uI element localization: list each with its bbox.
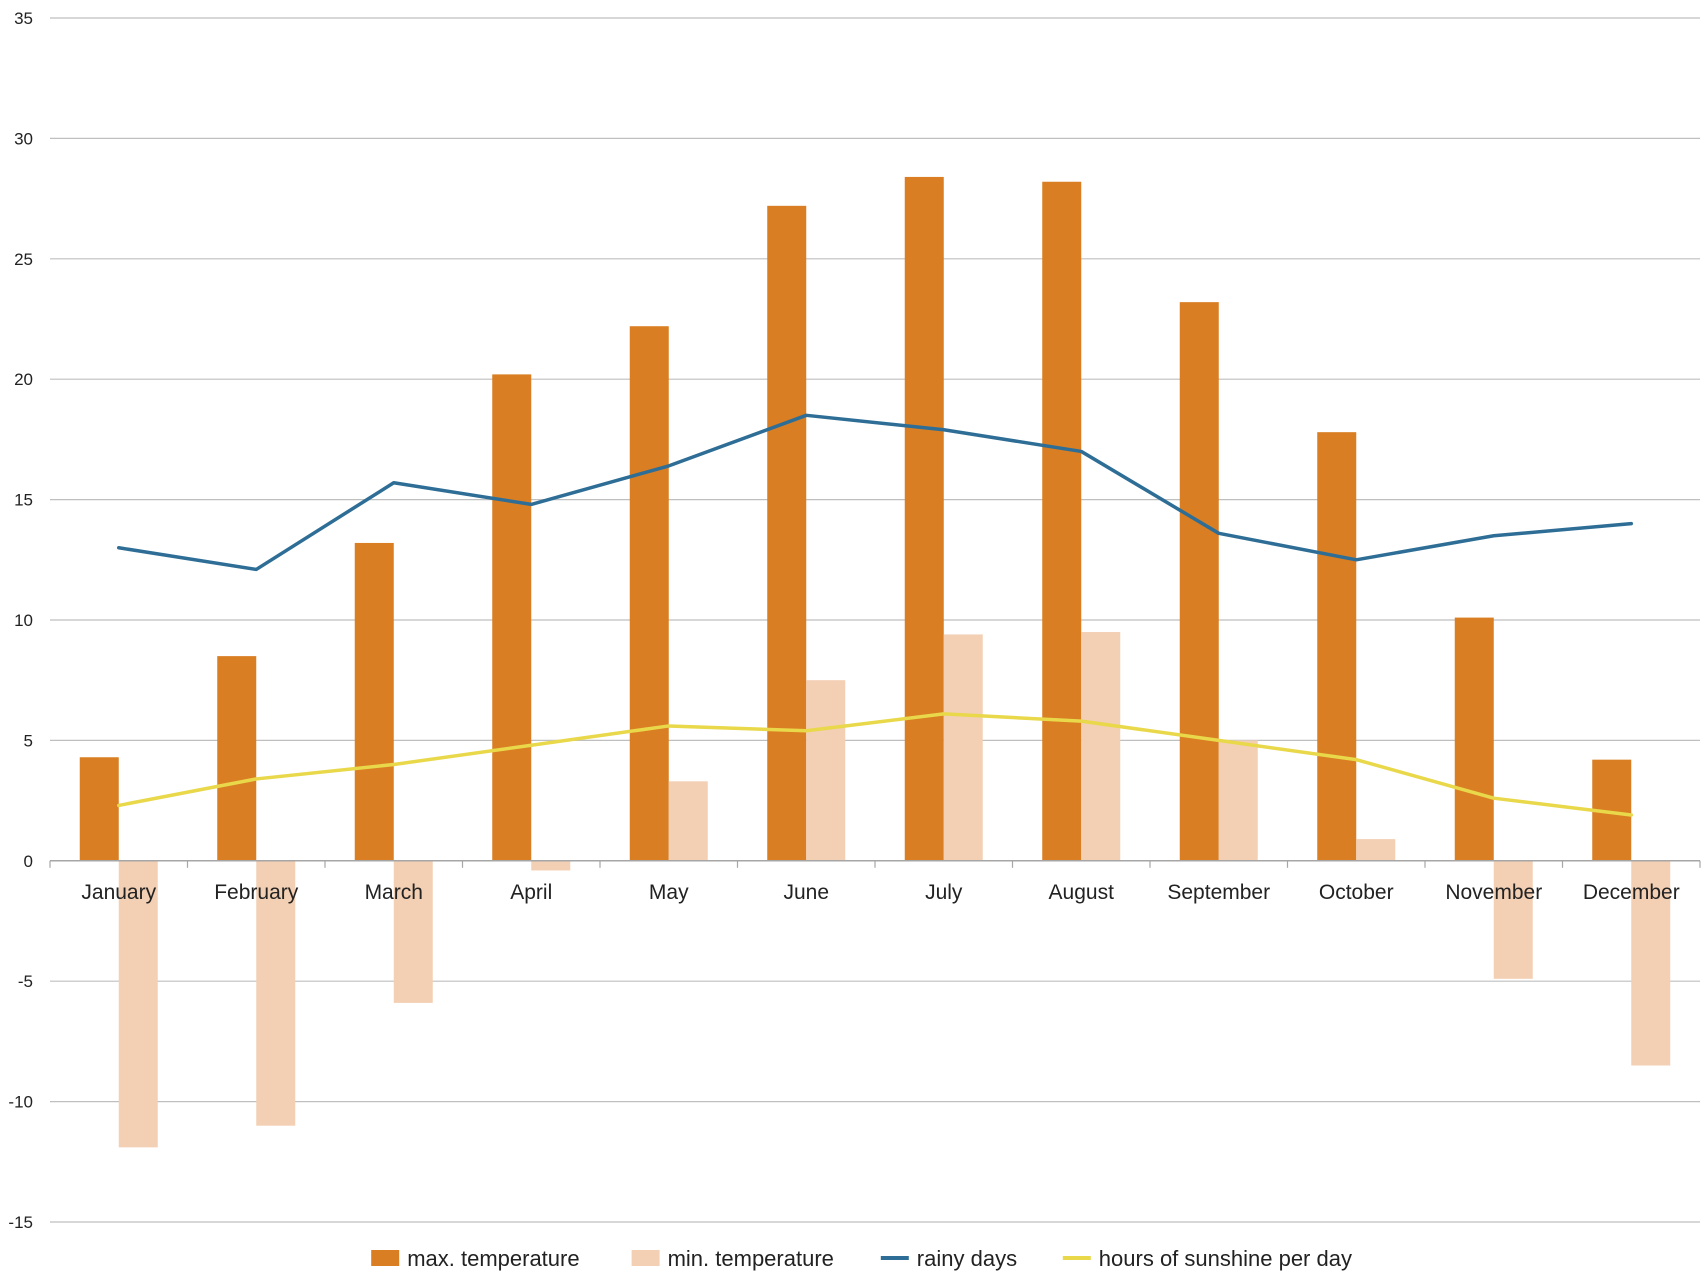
legend: max. temperature min. temperature rainy da… — [371, 1246, 1352, 1271]
y-tick-label: -10 — [8, 1093, 33, 1112]
bar-min-temperature — [393, 860, 433, 1003]
y-tick-label: 10 — [14, 611, 33, 630]
bars — [79, 176, 1671, 1148]
bar-max-temperature — [767, 205, 807, 861]
legend-label: hours of sunshine per day — [1099, 1246, 1352, 1271]
bar-min-temperature — [1631, 860, 1671, 1066]
gridlines — [50, 17, 1700, 1223]
x-tick-label: October — [1319, 881, 1394, 904]
legend-label: rainy days — [917, 1246, 1017, 1271]
x-tick-label: March — [365, 881, 423, 904]
legend-swatch — [371, 1250, 400, 1266]
line-sunshine-hours — [117, 712, 1633, 817]
y-tick-label: -5 — [18, 972, 33, 991]
y-tick-label: 25 — [14, 250, 33, 269]
bar-min-temperature — [531, 860, 571, 871]
line-rainy-days — [117, 413, 1633, 572]
x-tick-label: January — [81, 881, 156, 904]
bar-min-temperature — [1356, 839, 1396, 861]
bar-min-temperature — [943, 634, 983, 861]
x-tick-label: December — [1583, 881, 1680, 904]
bar-max-temperature — [79, 757, 119, 861]
bar-max-temperature — [629, 326, 669, 861]
bar-max-temperature — [1179, 302, 1219, 861]
y-tick-label: 30 — [14, 129, 33, 148]
bar-max-temperature — [492, 374, 532, 861]
x-tick-label: May — [649, 881, 689, 904]
legend-item: max. temperature — [371, 1246, 580, 1271]
bar-min-temperature — [118, 860, 158, 1148]
bar-min-temperature — [1218, 740, 1258, 861]
y-tick-label: 15 — [14, 491, 33, 510]
bar-max-temperature — [1317, 432, 1357, 861]
bar-min-temperature — [256, 860, 296, 1126]
x-tick-label: September — [1167, 881, 1270, 904]
y-tick-label: 20 — [14, 370, 33, 389]
x-axis — [49, 860, 1701, 868]
y-tick-label: 5 — [24, 731, 33, 750]
legend-item: hours of sunshine per day — [1062, 1246, 1352, 1271]
legend-label: max. temperature — [407, 1246, 579, 1271]
bar-max-temperature — [217, 656, 257, 861]
y-tick-label: 35 — [14, 9, 33, 28]
x-tick-label: November — [1445, 881, 1542, 904]
bar-max-temperature — [1042, 181, 1082, 861]
legend-item: rainy days — [880, 1246, 1017, 1271]
legend-swatch — [631, 1250, 660, 1266]
legend-item: min. temperature — [631, 1246, 834, 1271]
bar-min-temperature — [806, 680, 846, 861]
bar-min-temperature — [1081, 632, 1121, 861]
x-tick-label: February — [214, 881, 299, 904]
bar-min-temperature — [668, 781, 708, 861]
x-tick-label: April — [510, 881, 552, 904]
y-tick-label: 0 — [24, 852, 33, 871]
x-tick-label: June — [783, 881, 829, 904]
lines — [117, 413, 1633, 817]
x-tick-label: August — [1049, 881, 1115, 904]
bar-min-temperature — [1493, 860, 1533, 979]
y-tick-label: -15 — [8, 1213, 33, 1232]
bar-max-temperature — [904, 176, 944, 861]
x-axis-tick-labels: January February March April May June July Augu… — [81, 881, 1679, 904]
x-tick-label: July — [925, 881, 963, 904]
bar-max-temperature — [1454, 617, 1494, 861]
y-axis-tick-labels: 35 30 25 20 15 10 5 0 -5 -10 -15 — [8, 9, 33, 1232]
bar-max-temperature — [354, 542, 394, 861]
legend-label: min. temperature — [668, 1246, 834, 1271]
